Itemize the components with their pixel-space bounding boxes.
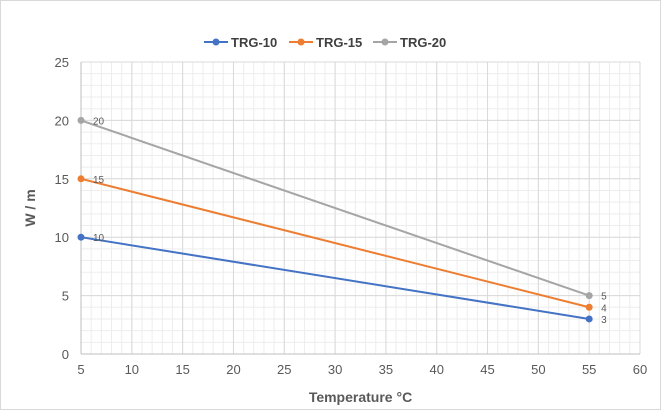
y-tick-label: 20	[55, 113, 69, 128]
x-tick-label: 20	[226, 362, 240, 377]
data-label: 10	[93, 233, 105, 244]
data-label: 4	[601, 303, 607, 314]
y-tick-label: 5	[62, 289, 69, 304]
x-tick-label: 5	[77, 362, 84, 377]
data-point	[77, 175, 85, 183]
legend-label: TRG-20	[400, 35, 446, 50]
series: 10 3 15 4 20 5	[77, 116, 607, 326]
x-tick-label: 35	[379, 362, 393, 377]
data-label: 15	[93, 175, 105, 186]
x-tick-label: 55	[582, 362, 596, 377]
y-tick-label: 0	[62, 347, 69, 362]
x-tick-label: 25	[277, 362, 291, 377]
data-point	[77, 233, 85, 241]
x-tick-label: 15	[175, 362, 189, 377]
series-line	[80, 177, 590, 309]
legend-item-trg-20: TRG-20	[373, 35, 446, 50]
legend-item-trg-15: TRG-15	[289, 35, 362, 50]
legend-dot-marker	[212, 38, 220, 46]
x-tick-label: 60	[633, 362, 647, 377]
data-point	[585, 315, 593, 323]
legend: TRG-10 TRG-15 TRG-20	[204, 35, 446, 50]
x-tick-label: 10	[125, 362, 139, 377]
legend-dot-marker	[381, 38, 389, 46]
data-label: 20	[93, 116, 105, 127]
gridlines	[80, 61, 641, 355]
y-tick-label: 25	[55, 55, 69, 70]
legend-label: TRG-10	[231, 35, 277, 50]
x-tick-label: 30	[328, 362, 342, 377]
legend-dot-marker	[297, 38, 305, 46]
data-point	[77, 116, 85, 124]
data-label: 3	[601, 315, 607, 326]
x-tick-label: 40	[429, 362, 443, 377]
x-tick-label: 45	[480, 362, 494, 377]
data-point	[585, 303, 593, 311]
series-line	[80, 119, 590, 297]
legend-item-trg-10: TRG-10	[204, 35, 277, 50]
x-axis-title: Temperature °C	[309, 389, 412, 405]
y-tick-label: 10	[55, 230, 69, 245]
x-tick-label: 50	[531, 362, 545, 377]
legend-label: TRG-15	[316, 35, 362, 50]
series-trg-10: 10 3	[77, 233, 607, 326]
y-axis-title: W / m	[22, 189, 38, 226]
data-point	[585, 292, 593, 300]
series-trg-15: 15 4	[77, 175, 607, 314]
y-tick-label: 15	[55, 172, 69, 187]
data-label: 5	[601, 292, 607, 303]
series-trg-20: 20 5	[77, 116, 607, 303]
series-line	[80, 236, 590, 320]
